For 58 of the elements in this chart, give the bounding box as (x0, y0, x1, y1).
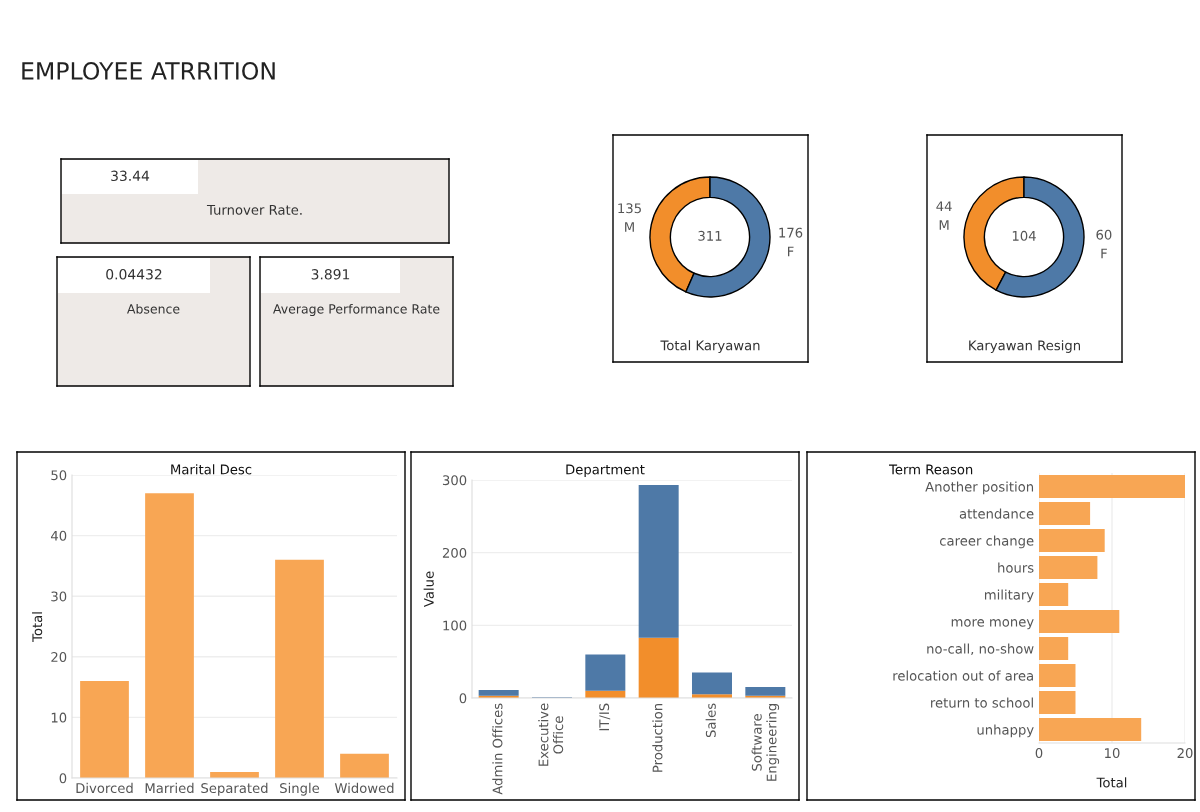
y-tick-label: return to school (931, 697, 1033, 708)
slice-label: M (939, 220, 949, 230)
y-axis-title: Value (423, 571, 434, 608)
data-label: 135 (618, 203, 641, 214)
text: 3.891 (311, 269, 350, 280)
y-axis-title: Total (32, 612, 43, 642)
y-tick-label: 0 (59, 773, 67, 784)
text: 311 (698, 230, 722, 241)
x-tick-label: Production (652, 703, 663, 772)
y-tick-label: 20 (51, 652, 67, 662)
y-tick-label: 100 (443, 620, 467, 631)
y-tick-label: more money (951, 619, 1034, 630)
slice-label: M (625, 222, 634, 232)
y-tick-label: 0 (459, 693, 467, 704)
x-tick-label: 10 (1105, 748, 1120, 759)
text: Karyawan Resign (969, 340, 1080, 353)
slice-label: F (788, 246, 794, 257)
x-tick-label: 0 (1035, 748, 1043, 759)
y-tick-label: no-call, no-show (927, 643, 1034, 656)
text: 33.44 (111, 170, 150, 182)
slice-label: F (1101, 248, 1107, 259)
data-label: 60 (1096, 229, 1112, 240)
y-tick-label: 40 (50, 530, 67, 541)
chart-title: Marital Desc (171, 464, 252, 475)
x-tick-label: Married (145, 782, 194, 794)
x-tick-label: Admin Offices (492, 703, 503, 795)
x-tick-label: 20 (1177, 748, 1193, 759)
chart-title: Department (566, 464, 645, 477)
text: Total Karyawan (660, 340, 760, 353)
x-tick-label: Divorced (76, 782, 133, 794)
y-tick-label: Another position (925, 481, 1034, 495)
text: 0.04432 (106, 269, 162, 280)
x-axis-title: Total (1096, 777, 1127, 788)
x-tick-label: Sales (705, 703, 716, 738)
text: Absence (127, 303, 180, 314)
x-tick-label: Single (280, 782, 320, 796)
y-tick-label: 50 (51, 470, 67, 481)
data-label: 44 (936, 201, 952, 212)
text: 104 (1012, 230, 1036, 241)
y-tick-label: 200 (442, 547, 467, 558)
y-tick-label: relocation out of area (893, 670, 1033, 681)
text: Turnover Rate. (206, 205, 302, 215)
text: Average Performance Rate (273, 303, 440, 317)
x-tick-label: Separated (201, 782, 268, 796)
y-tick-label: 300 (442, 475, 467, 486)
x-tick-label: Executive Office (538, 703, 564, 766)
y-tick-label: military (985, 589, 1034, 603)
y-tick-label: attendance (959, 508, 1034, 519)
y-tick-label: hours (998, 562, 1034, 573)
text: Term Reason (888, 464, 973, 475)
x-tick-label: IT/IS (599, 703, 611, 731)
x-tick-label: Widowed (334, 782, 394, 794)
y-tick-label: 30 (51, 591, 67, 602)
y-tick-label: unhappy (977, 724, 1034, 738)
data-label: 176 (779, 227, 803, 238)
text: EMPLOYEE ATRRITION (22, 61, 275, 80)
x-tick-label: Software Engineering (751, 704, 780, 781)
y-tick-label: career change (939, 535, 1034, 549)
